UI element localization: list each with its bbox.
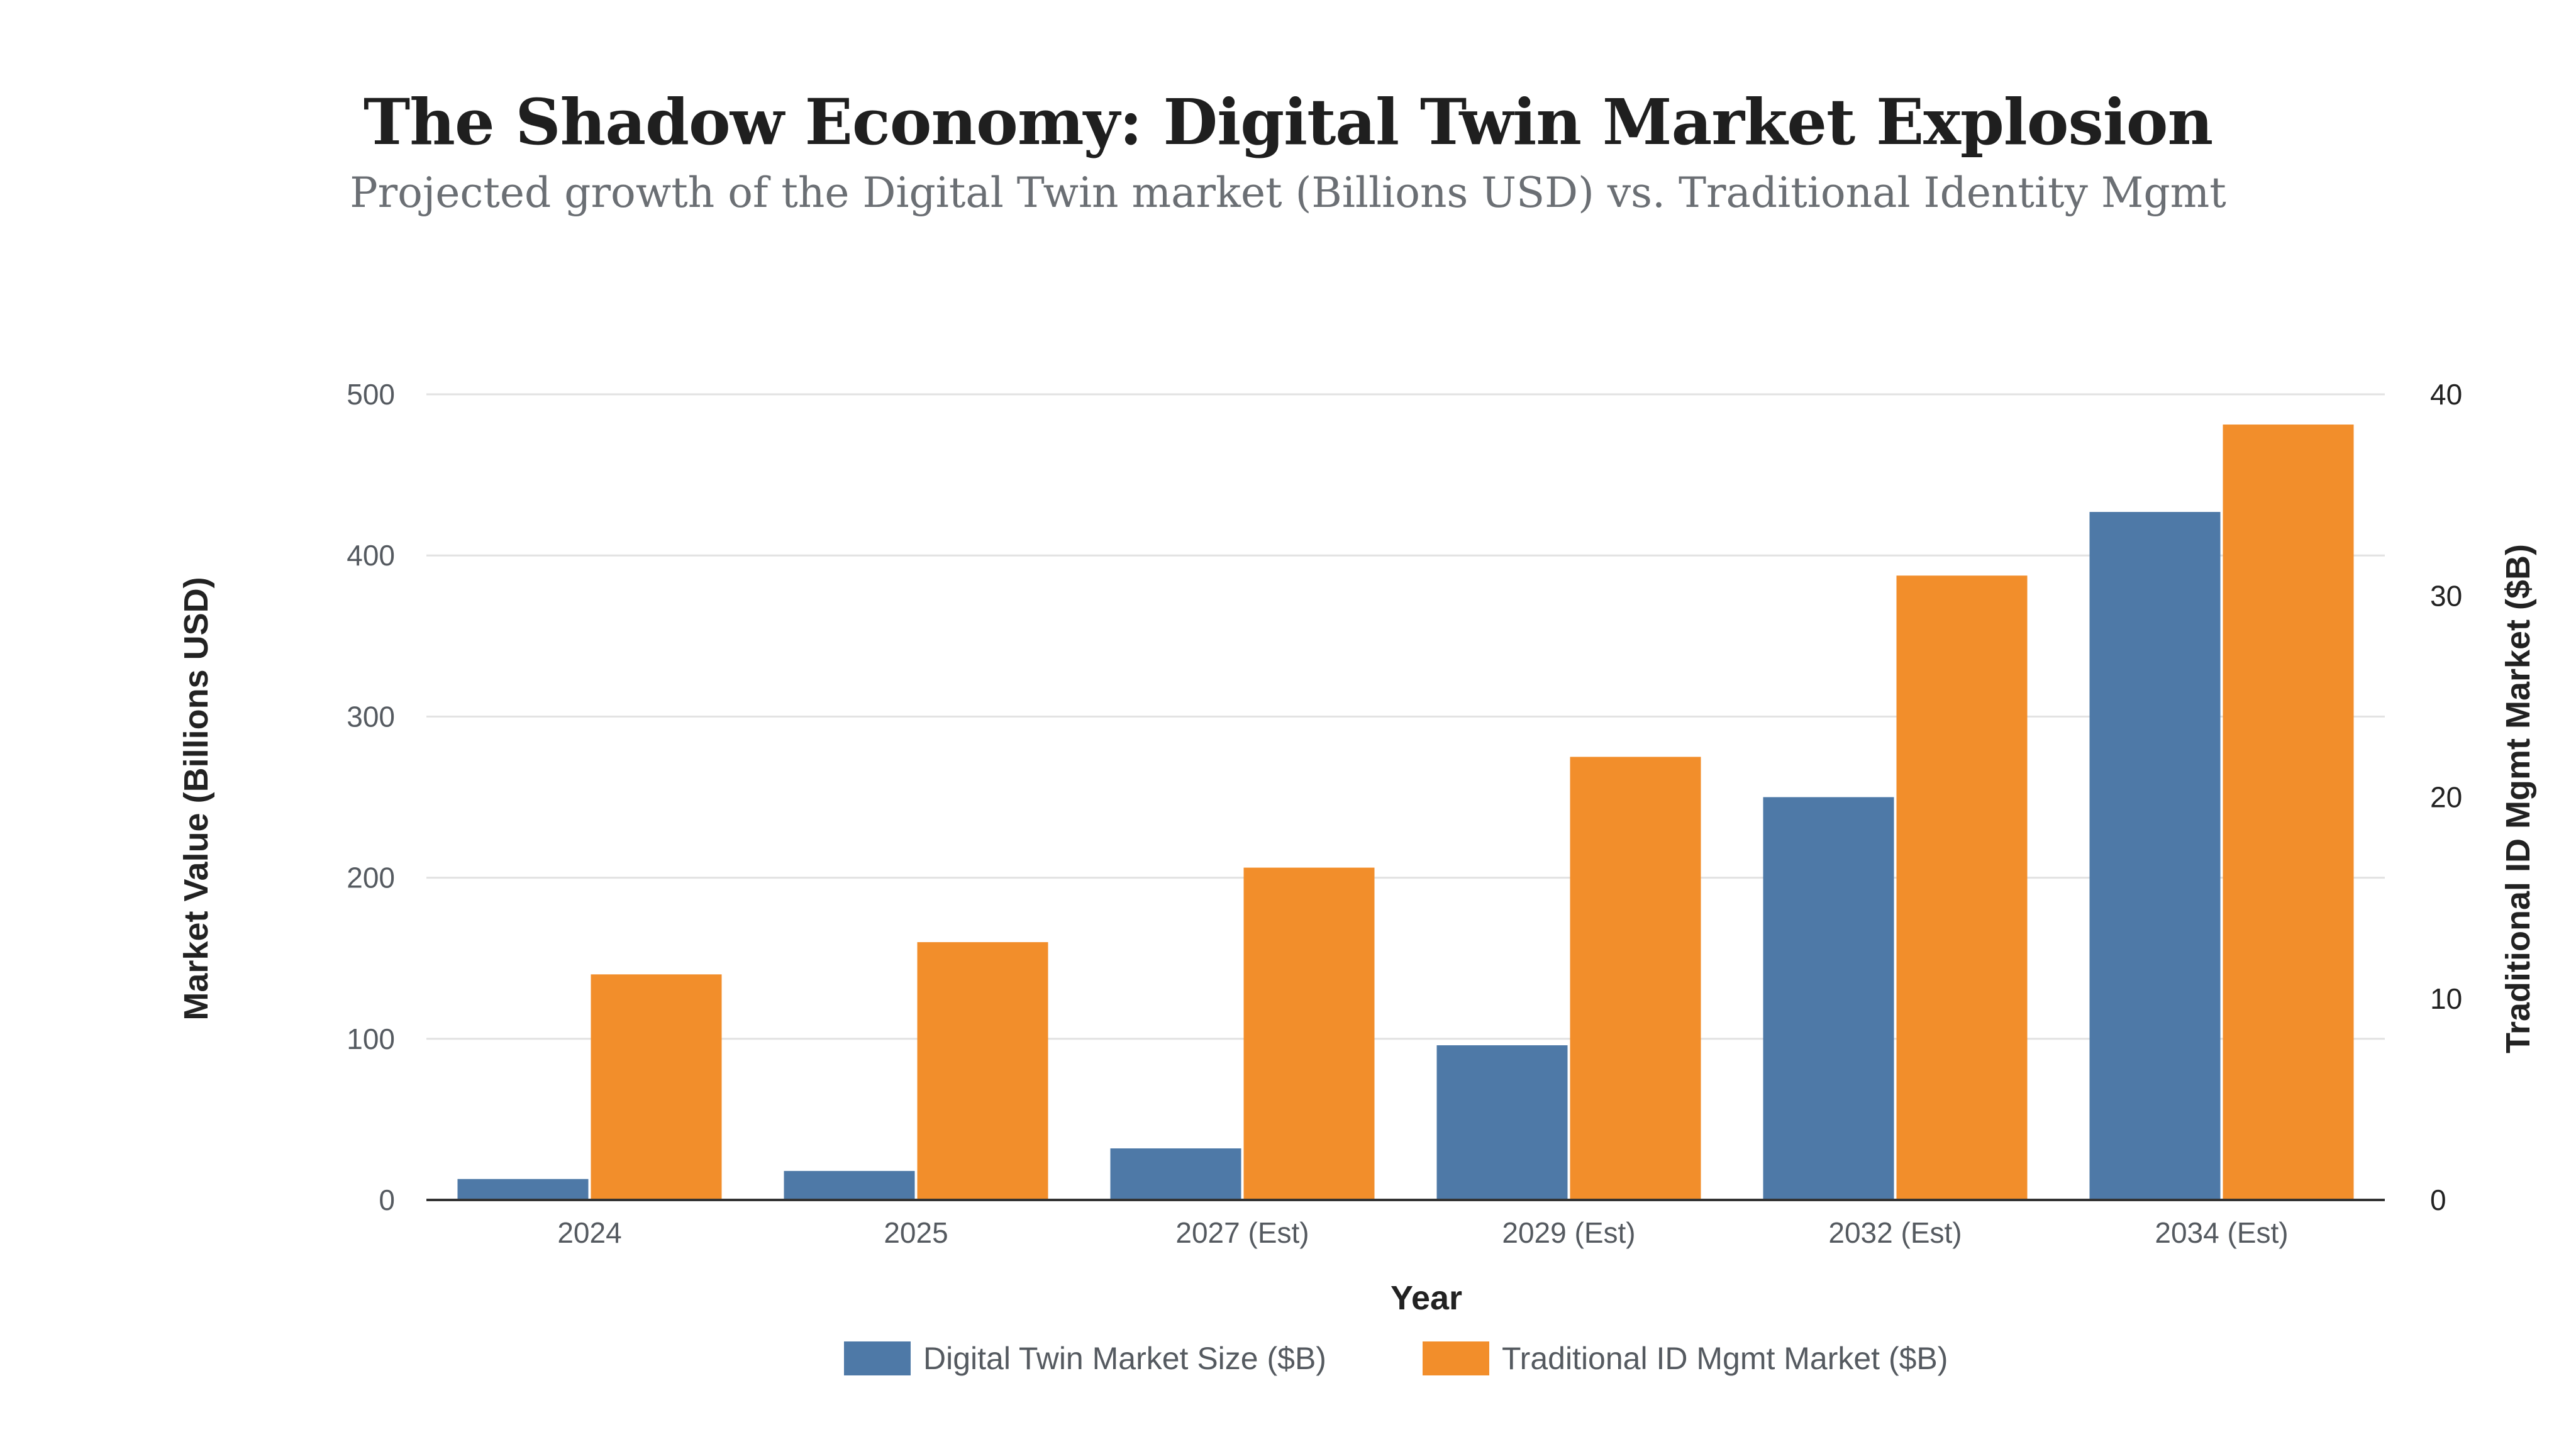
y-tick-label: 100 <box>347 1023 395 1055</box>
legend-label-traditional-id: Traditional ID Mgmt Market ($B) <box>1502 1341 1948 1376</box>
bar-digital-twin <box>1763 797 1894 1200</box>
chart-subtitle: Projected growth of the Digital Twin mar… <box>350 169 2226 217</box>
y-tick-label: 500 <box>347 378 395 411</box>
x-axis-ticks: 2024 2025 2027 (Est) 2029 (Est) 2032 (Est) 20… <box>557 1216 2288 1249</box>
bar-digital-twin <box>1110 1148 1241 1200</box>
y2-tick-label: 30 <box>2430 579 2462 612</box>
legend-label-digital-twin: Digital Twin Market Size ($B) <box>923 1341 1326 1376</box>
y2-tick-label: 40 <box>2430 378 2462 411</box>
y2-tick-label: 10 <box>2430 982 2462 1015</box>
x-tick-label: 2032 (Est) <box>1828 1216 1962 1249</box>
bar-traditional-id <box>1896 575 2028 1200</box>
legend-swatch-digital-twin <box>844 1341 911 1375</box>
y-tick-label: 400 <box>347 539 395 572</box>
right-axis-ticks: 0 10 20 30 40 <box>2430 378 2462 1216</box>
x-tick-label: 2029 (Est) <box>1502 1216 1635 1249</box>
y-axis-title: Market Value (Billions USD) <box>177 577 215 1020</box>
legend-swatch-traditional-id <box>1423 1341 1489 1375</box>
bar-traditional-id <box>1243 867 1375 1200</box>
left-axis-ticks: 0 100 200 300 400 500 <box>347 378 395 1216</box>
bar-digital-twin <box>457 1179 589 1200</box>
y-tick-label: 0 <box>379 1184 395 1216</box>
x-axis-title: Year <box>1391 1279 1462 1317</box>
y2-tick-label: 0 <box>2430 1184 2446 1216</box>
y2-axis-title: Traditional ID Mgmt Market ($B) <box>2499 544 2537 1053</box>
gridlines <box>426 393 2385 1040</box>
bar-traditional-id <box>2223 425 2354 1200</box>
y-tick-label: 300 <box>347 700 395 733</box>
bar-digital-twin <box>1436 1045 1568 1200</box>
bar-digital-twin <box>784 1170 915 1200</box>
bar-traditional-id <box>917 942 1048 1200</box>
chart-title: The Shadow Economy: Digital Twin Market … <box>363 85 2213 159</box>
y-tick-label: 200 <box>347 862 395 894</box>
bar-digital-twin <box>2089 512 2221 1200</box>
legend: Digital Twin Market Size ($B) Traditiona… <box>844 1341 1948 1376</box>
x-tick-label: 2025 <box>884 1216 948 1249</box>
x-tick-label: 2024 <box>557 1216 621 1249</box>
bar-traditional-id <box>1570 757 1701 1200</box>
bars <box>457 425 2354 1200</box>
x-tick-label: 2027 (Est) <box>1175 1216 1309 1249</box>
y2-tick-label: 20 <box>2430 781 2462 814</box>
x-tick-label: 2034 (Est) <box>2155 1216 2288 1249</box>
bar-traditional-id <box>591 974 722 1200</box>
